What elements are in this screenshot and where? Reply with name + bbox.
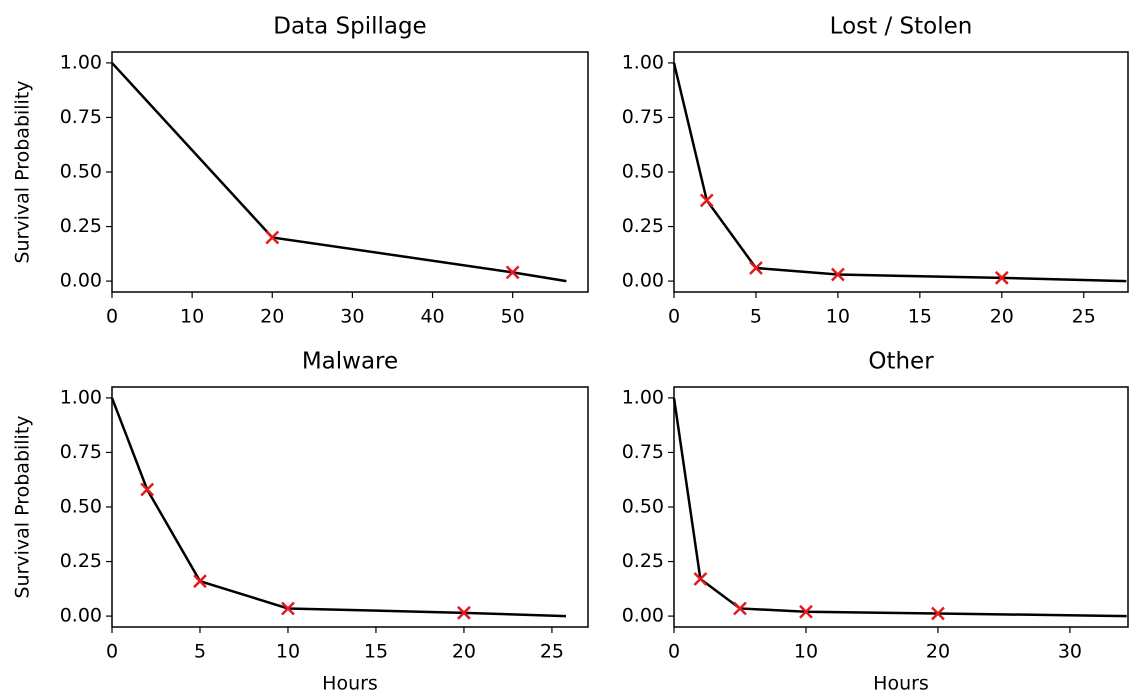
y-tick-label: 0.00 (622, 270, 664, 292)
x-tick-label: 5 (750, 306, 762, 328)
event-marker (505, 265, 520, 280)
event-marker (265, 230, 280, 245)
event-marker (140, 482, 155, 497)
event-marker (699, 193, 714, 208)
y-tick-label: 0.00 (60, 605, 102, 627)
event-marker (799, 604, 813, 619)
x-tick-label: 15 (908, 306, 932, 328)
x-tick-label: 10 (794, 641, 818, 663)
survival-line (111, 62, 567, 283)
x-tick-label: 25 (540, 641, 564, 663)
y-tick-label: 0.75 (60, 106, 102, 128)
y-tick-label: 0.50 (60, 161, 102, 183)
subplot-title: Lost / Stolen (830, 14, 973, 40)
y-tick-label: 0.75 (60, 441, 102, 463)
x-tick-label: 50 (501, 306, 525, 328)
x-tick-label: 0 (106, 306, 118, 328)
y-tick-label: 0.25 (60, 550, 102, 572)
x-tick-label: 30 (1058, 641, 1082, 663)
subplot-title: Other (868, 349, 934, 375)
event-marker (749, 261, 763, 275)
x-tick-label: 10 (180, 306, 204, 328)
axes-frame (111, 51, 589, 293)
x-tick-label: 10 (826, 306, 850, 328)
x-axis-label: Hours (322, 673, 378, 695)
axes-frame (111, 386, 589, 628)
event-marker (733, 601, 747, 616)
y-tick-label: 0.25 (60, 215, 102, 237)
event-marker (931, 606, 945, 621)
event-marker (193, 574, 207, 589)
y-tick-label: 0.25 (622, 550, 664, 572)
y-tick-label: 1.00 (622, 386, 664, 408)
event-marker (831, 267, 845, 282)
x-tick-label: 5 (194, 641, 206, 663)
x-tick-label: 30 (340, 306, 364, 328)
event-marker (994, 270, 1009, 285)
axes-frame (673, 51, 1129, 293)
survival-line (672, 397, 1127, 618)
y-tick-label: 1.00 (60, 386, 102, 408)
y-tick-label: 0.50 (622, 496, 664, 518)
x-tick-label: 0 (668, 641, 680, 663)
x-tick-label: 15 (364, 641, 388, 663)
x-tick-label: 20 (260, 306, 284, 328)
x-tick-label: 40 (420, 306, 444, 328)
y-tick-label: 0.50 (60, 496, 102, 518)
x-tick-label: 25 (1072, 306, 1096, 328)
event-marker (281, 601, 295, 616)
subplot-title: Data Spillage (273, 14, 426, 40)
y-tick-label: 0.00 (60, 270, 102, 292)
y-tick-label: 1.00 (60, 51, 102, 73)
axes-frame (673, 386, 1129, 628)
x-tick-label: 0 (668, 306, 680, 328)
x-tick-label: 0 (106, 641, 118, 663)
y-axis-label: Survival Probability (12, 415, 34, 598)
y-tick-label: 0.25 (622, 215, 664, 237)
subplot-title: Malware (302, 349, 398, 375)
x-tick-label: 10 (276, 641, 300, 663)
x-axis-label: Hours (873, 673, 929, 695)
y-axis-label: Survival Probability (12, 80, 34, 263)
event-marker (693, 572, 708, 586)
x-tick-label: 20 (990, 306, 1014, 328)
y-tick-label: 0.00 (622, 605, 664, 627)
y-tick-label: 0.75 (622, 106, 664, 128)
survival-line (110, 397, 567, 618)
survival-line (672, 62, 1127, 283)
y-tick-label: 0.75 (622, 441, 664, 463)
x-tick-label: 20 (926, 641, 950, 663)
event-marker (457, 605, 471, 620)
x-tick-label: 20 (452, 641, 476, 663)
y-tick-label: 0.50 (622, 161, 664, 183)
y-tick-label: 1.00 (622, 51, 664, 73)
